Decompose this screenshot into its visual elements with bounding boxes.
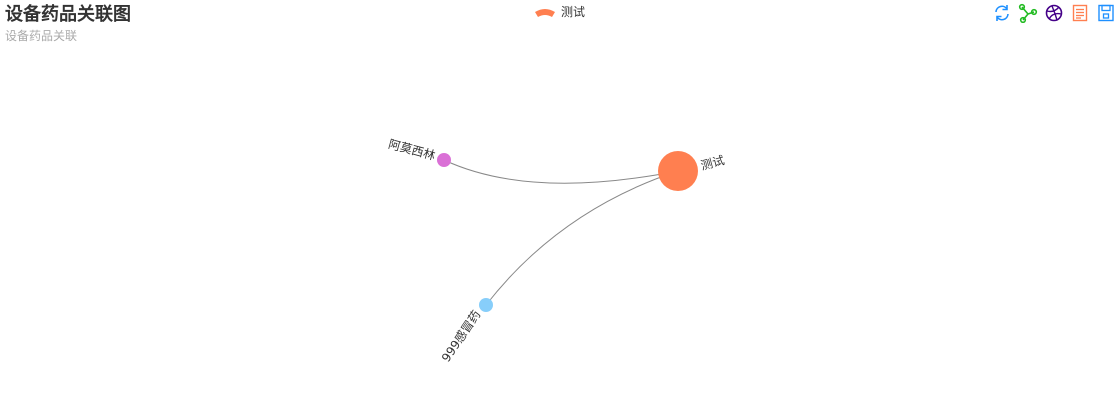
- graph-link: [485, 170, 679, 306]
- save-image-icon[interactable]: [1096, 3, 1116, 23]
- node-label: 999感冒药: [438, 307, 483, 364]
- graph-node[interactable]: [437, 153, 451, 167]
- legend-item[interactable]: 测试: [534, 4, 585, 20]
- graph-node[interactable]: [479, 298, 493, 312]
- chord-icon[interactable]: [1044, 3, 1064, 23]
- node-label: 阿莫西林: [387, 137, 437, 163]
- data-view-icon[interactable]: [1070, 3, 1090, 23]
- chart-subtitle: 设备药品关联: [5, 29, 78, 43]
- force-layout-icon[interactable]: [1018, 3, 1038, 23]
- legend-swatch-icon: [535, 9, 555, 17]
- toolbox: [992, 3, 1116, 23]
- node-label: 测试: [699, 152, 726, 173]
- graph-link: [443, 159, 679, 184]
- graph-node-center[interactable]: [658, 151, 698, 191]
- restore-icon[interactable]: [992, 3, 1012, 23]
- legend-label: 测试: [561, 5, 586, 19]
- chart-title: 设备药品关联图: [5, 4, 131, 25]
